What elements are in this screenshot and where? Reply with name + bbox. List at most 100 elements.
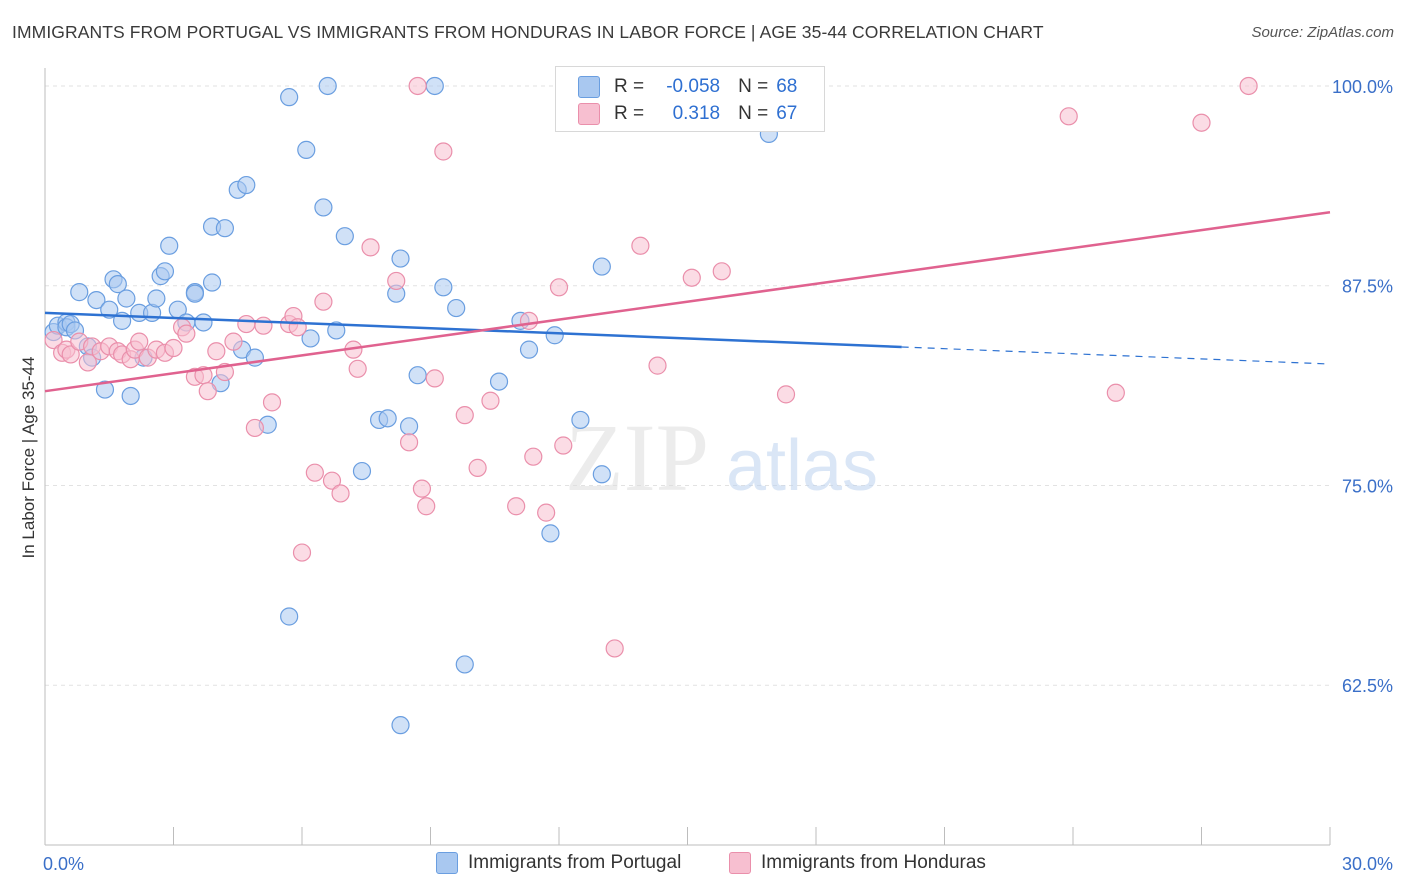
honduras-point [549, 278, 569, 297]
portugal-point [391, 716, 410, 735]
honduras-point [331, 484, 350, 503]
honduras-point [288, 318, 307, 337]
portugal-point [314, 198, 333, 217]
portugal-point [121, 386, 140, 406]
portugal-n-value: 68 [776, 76, 798, 97]
honduras-point [425, 369, 444, 388]
legend-item-portugal: Immigrants from Portugal [436, 852, 681, 874]
label-layer: 100.0% 87.5% 75.0% 62.5% 0.0% 30.0% In Labor F… [19, 77, 1393, 874]
honduras-point [468, 458, 487, 477]
honduras-point [776, 385, 796, 404]
portugal-point [378, 409, 397, 428]
portugal-point [391, 249, 410, 268]
y-tick-label: 62.5% [1342, 676, 1393, 696]
honduras-point [712, 262, 731, 281]
portugal-point [297, 140, 316, 159]
y-tick-label: 87.5% [1342, 277, 1393, 297]
portugal-point [489, 372, 509, 391]
honduras-point [322, 471, 342, 490]
portugal-point [100, 300, 119, 319]
portugal-point [434, 278, 453, 297]
portugal-point [215, 219, 234, 238]
legend-swatch-honduras [729, 852, 751, 874]
honduras-point [348, 359, 367, 378]
honduras-point [262, 393, 282, 412]
honduras-point [1106, 383, 1125, 402]
portugal-point [352, 461, 372, 481]
portugal-point [301, 329, 320, 348]
honduras-point [648, 356, 667, 375]
r-label: R = [614, 103, 645, 124]
honduras-point [554, 436, 573, 455]
honduras-point [524, 447, 543, 466]
portugal-point [87, 290, 106, 310]
portugal-trend-extension [901, 346, 1331, 365]
portugal-point [327, 321, 346, 340]
honduras-point [164, 338, 183, 358]
legend-item-honduras: Immigrants from Honduras [729, 852, 986, 874]
honduras-point [455, 406, 474, 425]
honduras-r-value: 0.318 [672, 103, 721, 124]
honduras-point [481, 391, 500, 410]
honduras-point [412, 479, 432, 498]
honduras-point [245, 418, 264, 438]
honduras-point [682, 268, 701, 287]
portugal-point [237, 175, 256, 195]
n-label: N = [738, 103, 769, 124]
honduras-point [224, 332, 243, 351]
portugal-point [408, 366, 427, 385]
honduras-point [507, 497, 526, 516]
honduras-point [1059, 107, 1078, 126]
portugal-point [185, 284, 205, 303]
honduras-point [130, 332, 149, 351]
honduras-point [207, 342, 226, 361]
honduras-point [537, 503, 556, 522]
grid-layer [45, 85, 1330, 686]
honduras-swatch [578, 103, 600, 125]
portugal-r-value: -0.058 [666, 76, 721, 97]
legend-swatch-portugal [436, 852, 458, 874]
portugal-point [399, 417, 419, 436]
portugal-point [447, 298, 466, 318]
trend-layer [44, 210, 1331, 393]
n-label: N = [738, 76, 769, 97]
honduras-point [61, 345, 80, 364]
series-legend: Immigrants from Portugal Immigrants from… [0, 852, 1406, 878]
honduras-point [305, 463, 324, 482]
axis-layer [44, 68, 1331, 846]
portugal-point [160, 236, 179, 255]
honduras-point [434, 142, 453, 161]
portugal-point [335, 227, 354, 246]
honduras-point [519, 311, 539, 330]
honduras-trend-line [44, 210, 1331, 393]
honduras-point [1192, 113, 1211, 132]
source-credit: Source: ZipAtlas.com [1251, 24, 1394, 41]
stats-row-honduras: R = 0.318 N = 67 [556, 100, 797, 128]
honduras-point [417, 497, 436, 516]
x-tick-label: 0.0% [43, 854, 84, 874]
honduras-point [631, 236, 650, 255]
y-tick-label: 100.0% [1332, 77, 1393, 97]
y-axis-label: In Labor Force | Age 35-44 [19, 357, 38, 559]
portugal-point [318, 76, 337, 96]
portugal-point [202, 273, 222, 292]
y-tick-label: 75.0% [1342, 476, 1393, 496]
honduras-point [387, 271, 406, 291]
portugal-trend-line [44, 311, 902, 349]
portugal-point [425, 76, 444, 96]
stats-row-portugal: R = -0.058 N = 68 [556, 73, 797, 101]
x-tick-label: 30.0% [1342, 854, 1393, 874]
portugal-point [155, 262, 175, 281]
portugal-point [280, 88, 299, 107]
portugal-point [545, 326, 564, 345]
honduras-point [44, 330, 63, 350]
honduras-point [605, 639, 624, 658]
honduras-point [314, 292, 333, 311]
legend-label-honduras: Immigrants from Honduras [761, 852, 986, 873]
honduras-point [177, 324, 196, 343]
portugal-point [541, 524, 560, 543]
portugal-swatch [578, 76, 600, 98]
portugal-point [519, 340, 539, 359]
honduras-point [361, 238, 380, 257]
portugal-point [147, 289, 166, 308]
